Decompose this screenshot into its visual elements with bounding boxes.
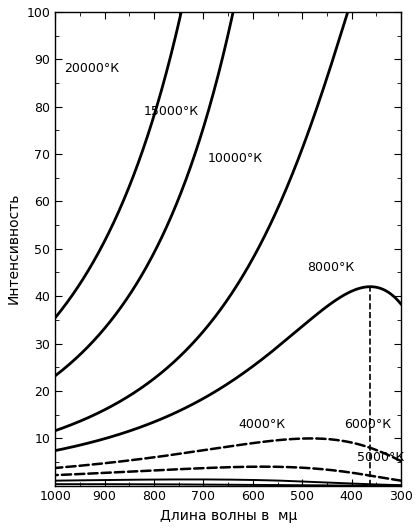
Text: 20000°К: 20000°К [64, 63, 119, 75]
Y-axis label: Интенсивность: Интенсивность [7, 193, 21, 304]
X-axis label: Длина волны в  мμ: Длина волны в мμ [160, 509, 297, 523]
Text: 10000°К: 10000°К [207, 152, 263, 165]
Text: 4000°К: 4000°К [238, 418, 285, 430]
Text: 8000°К: 8000°К [307, 261, 354, 274]
Text: 15000°К: 15000°К [143, 105, 199, 118]
Text: 6000°К: 6000°К [344, 418, 391, 430]
Text: 5000°К: 5000°К [357, 450, 404, 464]
